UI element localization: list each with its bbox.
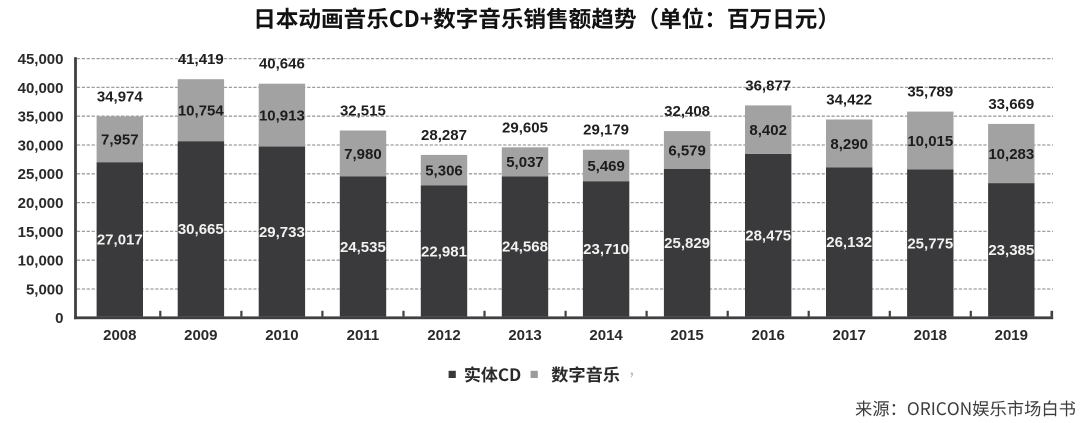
svg-text:2014: 2014 <box>589 327 623 344</box>
svg-text:2019: 2019 <box>995 327 1028 344</box>
svg-text:5,037: 5,037 <box>506 154 544 171</box>
svg-text:45,000: 45,000 <box>18 51 64 68</box>
svg-text:30,000: 30,000 <box>18 137 64 154</box>
svg-text:8,402: 8,402 <box>749 122 787 139</box>
svg-text:7,980: 7,980 <box>344 146 382 163</box>
svg-text:2018: 2018 <box>914 327 947 344</box>
svg-text:5,000: 5,000 <box>26 281 64 298</box>
svg-text:40,000: 40,000 <box>18 80 64 97</box>
svg-text:22,981: 22,981 <box>421 243 467 260</box>
svg-text:24,568: 24,568 <box>502 239 548 256</box>
svg-text:32,408: 32,408 <box>664 103 710 120</box>
svg-text:28,475: 28,475 <box>745 228 791 245</box>
svg-text:25,775: 25,775 <box>907 235 953 252</box>
svg-text:25,829: 25,829 <box>664 235 710 252</box>
svg-text:0: 0 <box>55 310 63 327</box>
svg-text:10,913: 10,913 <box>259 108 305 125</box>
svg-text:2015: 2015 <box>670 327 703 344</box>
svg-text:7,957: 7,957 <box>101 132 139 149</box>
svg-text:29,605: 29,605 <box>502 119 548 136</box>
svg-text:29,179: 29,179 <box>583 122 629 139</box>
svg-text:10,015: 10,015 <box>907 133 953 150</box>
svg-text:10,754: 10,754 <box>178 103 225 120</box>
svg-text:20,000: 20,000 <box>18 195 64 212</box>
svg-text:2010: 2010 <box>265 327 298 344</box>
svg-text:34,974: 34,974 <box>97 88 144 105</box>
svg-text:25,000: 25,000 <box>18 166 64 183</box>
svg-text:35,000: 35,000 <box>18 109 64 126</box>
svg-text:10,000: 10,000 <box>18 253 64 270</box>
svg-text:10,283: 10,283 <box>988 146 1034 163</box>
svg-text:40,646: 40,646 <box>259 56 305 73</box>
svg-text:8,290: 8,290 <box>830 136 868 153</box>
svg-text:28,287: 28,287 <box>421 127 467 144</box>
svg-text:35,789: 35,789 <box>907 84 953 101</box>
svg-text:2016: 2016 <box>752 327 785 344</box>
svg-text:2008: 2008 <box>103 327 136 344</box>
svg-text:36,877: 36,877 <box>745 77 791 94</box>
svg-text:41,419: 41,419 <box>178 51 224 68</box>
svg-text:2011: 2011 <box>347 327 380 344</box>
svg-text:34,422: 34,422 <box>826 92 872 109</box>
svg-text:2013: 2013 <box>508 327 541 344</box>
svg-text:23,710: 23,710 <box>583 241 629 258</box>
svg-text:29,733: 29,733 <box>259 224 305 241</box>
svg-text:30,665: 30,665 <box>178 221 224 238</box>
svg-text:26,132: 26,132 <box>826 234 872 251</box>
svg-text:23,385: 23,385 <box>988 242 1034 259</box>
svg-text:2009: 2009 <box>184 327 217 344</box>
svg-text:5,469: 5,469 <box>587 158 625 175</box>
svg-text:15,000: 15,000 <box>18 224 64 241</box>
svg-text:33,669: 33,669 <box>988 96 1034 113</box>
svg-text:32,515: 32,515 <box>340 103 386 120</box>
svg-text:6,579: 6,579 <box>668 143 706 160</box>
svg-text:2017: 2017 <box>833 327 866 344</box>
svg-text:2012: 2012 <box>427 327 460 344</box>
svg-text:24,535: 24,535 <box>340 239 386 256</box>
svg-text:5,306: 5,306 <box>425 163 463 180</box>
svg-text:27,017: 27,017 <box>97 232 143 249</box>
